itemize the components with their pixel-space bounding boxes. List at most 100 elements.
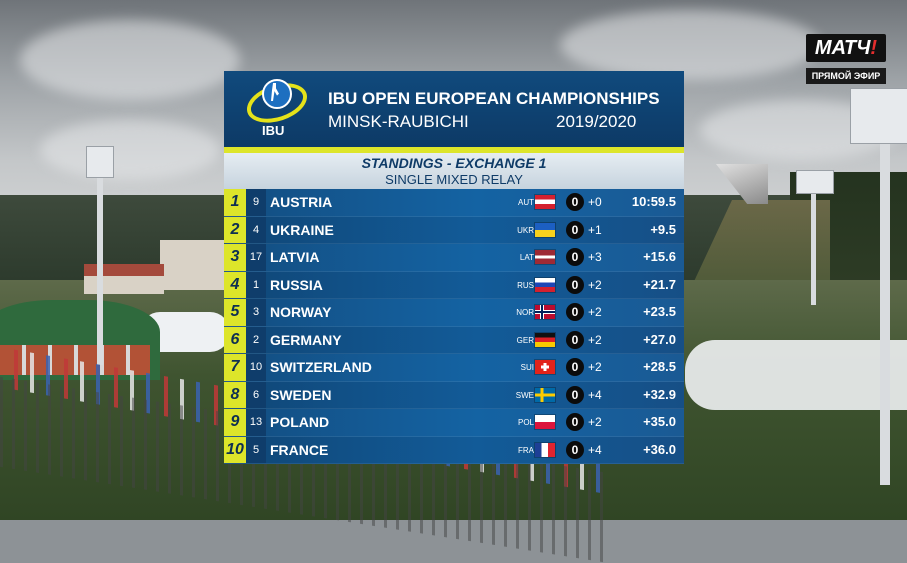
flag-ukraine-icon	[535, 222, 555, 237]
biathlete-icon	[271, 83, 279, 101]
nation-name: LATVIA	[270, 249, 320, 265]
ibu-logo: IBU	[241, 76, 313, 141]
nation-name: POLAND	[270, 414, 330, 430]
table-row: 7 10 SWITZERLAND SUI 0 +2 +28.5	[224, 354, 684, 382]
nation-name: RUSSIA	[270, 276, 323, 293]
nation-name: UKRAINE	[270, 221, 334, 238]
table-row: 2 4 UKRAINE UKR 0 +1 +9.5	[224, 216, 684, 244]
swiss-cross	[541, 363, 549, 371]
penalty-count: 0	[566, 330, 584, 349]
penalty-count: 0	[566, 303, 584, 321]
flag-switzerland-icon	[535, 360, 555, 374]
nation-code: FRA	[518, 445, 534, 455]
standings-title: STANDINGS - EXCHANGE 1	[361, 155, 547, 171]
table-row: 9 13 POLAND POL 0 +2 +35.0	[224, 409, 684, 437]
penalty-count: 0	[566, 358, 584, 376]
spare-rounds: +0	[588, 195, 602, 209]
live-label: ПРЯМОЙ ЭФИР	[806, 68, 886, 84]
race-name: SINGLE MIXED RELAY	[385, 172, 523, 187]
nation-code: AUT	[518, 198, 534, 207]
spare-rounds: +3	[588, 250, 602, 264]
nation-code: RUS	[517, 280, 534, 290]
penalty-count: 0	[566, 220, 584, 239]
penalty-count: 0	[566, 413, 584, 431]
floodlight	[850, 88, 907, 144]
header-divider	[224, 147, 684, 153]
bib-number: 13	[246, 409, 266, 436]
bib-number: 9	[246, 189, 266, 216]
standings-board: IBU IBU OPEN EUROPEAN CHAMPIONSHIPS MINS…	[224, 71, 684, 464]
rank: 2	[224, 216, 246, 243]
penalty-count: 0	[566, 275, 584, 294]
event-title: IBU OPEN EUROPEAN CHAMPIONSHIPS	[328, 89, 660, 108]
flag-sweden-icon	[535, 387, 555, 402]
building	[84, 276, 164, 294]
match-tv-logo: МАТЧ!	[806, 34, 886, 62]
norway-cross	[535, 305, 555, 319]
nation-name: FRANCE	[270, 441, 329, 458]
bib-number: 6	[246, 381, 266, 408]
ibu-logo-text: IBU	[262, 123, 285, 138]
rank: 1	[224, 189, 246, 216]
flag-russia-icon	[535, 277, 555, 292]
bib-number: 4	[246, 216, 266, 243]
table-row: 4 1 RUSSIA RUS 0 +2 +21.7	[224, 271, 684, 299]
rank: 10	[224, 436, 246, 463]
spare-rounds: +2	[588, 305, 602, 319]
nation-name: GERMANY	[270, 331, 342, 348]
floodlight	[796, 170, 834, 194]
board-header: IBU IBU OPEN EUROPEAN CHAMPIONSHIPS MINS…	[224, 71, 684, 147]
cloud	[20, 20, 240, 100]
nation-code: SWE	[515, 390, 534, 400]
board-subheader: STANDINGS - EXCHANGE 1 SINGLE MIXED RELA…	[224, 153, 684, 189]
result-time: +35.0	[643, 414, 676, 429]
rank: 3	[224, 244, 246, 271]
rank: 6	[224, 326, 246, 353]
spare-rounds: +2	[588, 277, 602, 292]
penalty-count: 0	[566, 248, 584, 266]
spare-rounds: +4	[588, 442, 602, 457]
rank: 8	[224, 381, 246, 408]
table-row: 1 9 AUSTRIA AUT 0 +0 10:59.5	[224, 189, 684, 217]
table-row: 6 2 GERMANY GER 0 +2 +27.0	[224, 326, 684, 354]
cloud	[560, 10, 820, 80]
match-logo-mark: !	[870, 37, 878, 59]
rank: 4	[224, 271, 246, 298]
floodlight-mast	[811, 190, 816, 305]
bib-number: 10	[246, 354, 266, 381]
result-time: +36.0	[643, 441, 676, 457]
flag-austria-icon	[535, 195, 555, 209]
sweden-cross	[535, 387, 555, 402]
table-row: 10 5 FRANCE FRA 0 +4 +36.0	[224, 436, 684, 464]
bib-number: 17	[246, 244, 266, 271]
event-season: 2019/2020	[556, 112, 637, 131]
nation-code: SUI	[520, 363, 534, 372]
nation-code: NOR	[516, 308, 534, 317]
floodlight-mast	[97, 170, 103, 365]
bib-number: 5	[246, 436, 266, 463]
result-time: +21.7	[643, 276, 676, 292]
floodlight-mast	[880, 140, 890, 485]
building	[160, 240, 224, 290]
flag-poland-icon	[535, 415, 555, 429]
table-row: 5 3 NORWAY NOR 0 +2 +23.5	[224, 299, 684, 327]
event-venue: MINSK-RAUBICHI	[328, 112, 469, 131]
result-time: +28.5	[643, 359, 676, 374]
bib-number: 3	[246, 299, 266, 326]
spare-rounds: +2	[588, 360, 602, 374]
result-time: +9.5	[650, 221, 676, 237]
flag-germany-icon	[535, 332, 555, 347]
penalty-count: 0	[566, 193, 584, 211]
spare-rounds: +2	[588, 415, 602, 429]
flag-latvia-icon	[535, 250, 555, 264]
result-time: +27.0	[643, 331, 676, 347]
nation-name: SWITZERLAND	[270, 359, 372, 375]
flag-norway-icon	[535, 305, 555, 319]
result-time: +15.6	[643, 249, 676, 264]
table-row: 8 6 SWEDEN SWE 0 +4 +32.9	[224, 381, 684, 409]
result-time: +23.5	[643, 304, 676, 319]
rank: 5	[224, 299, 246, 326]
nation-name: SWEDEN	[270, 386, 332, 403]
standings-table: 1 9 AUSTRIA AUT 0 +0 10:59.5 2 4 UKRAINE…	[224, 189, 684, 464]
snow-patch	[685, 340, 907, 410]
